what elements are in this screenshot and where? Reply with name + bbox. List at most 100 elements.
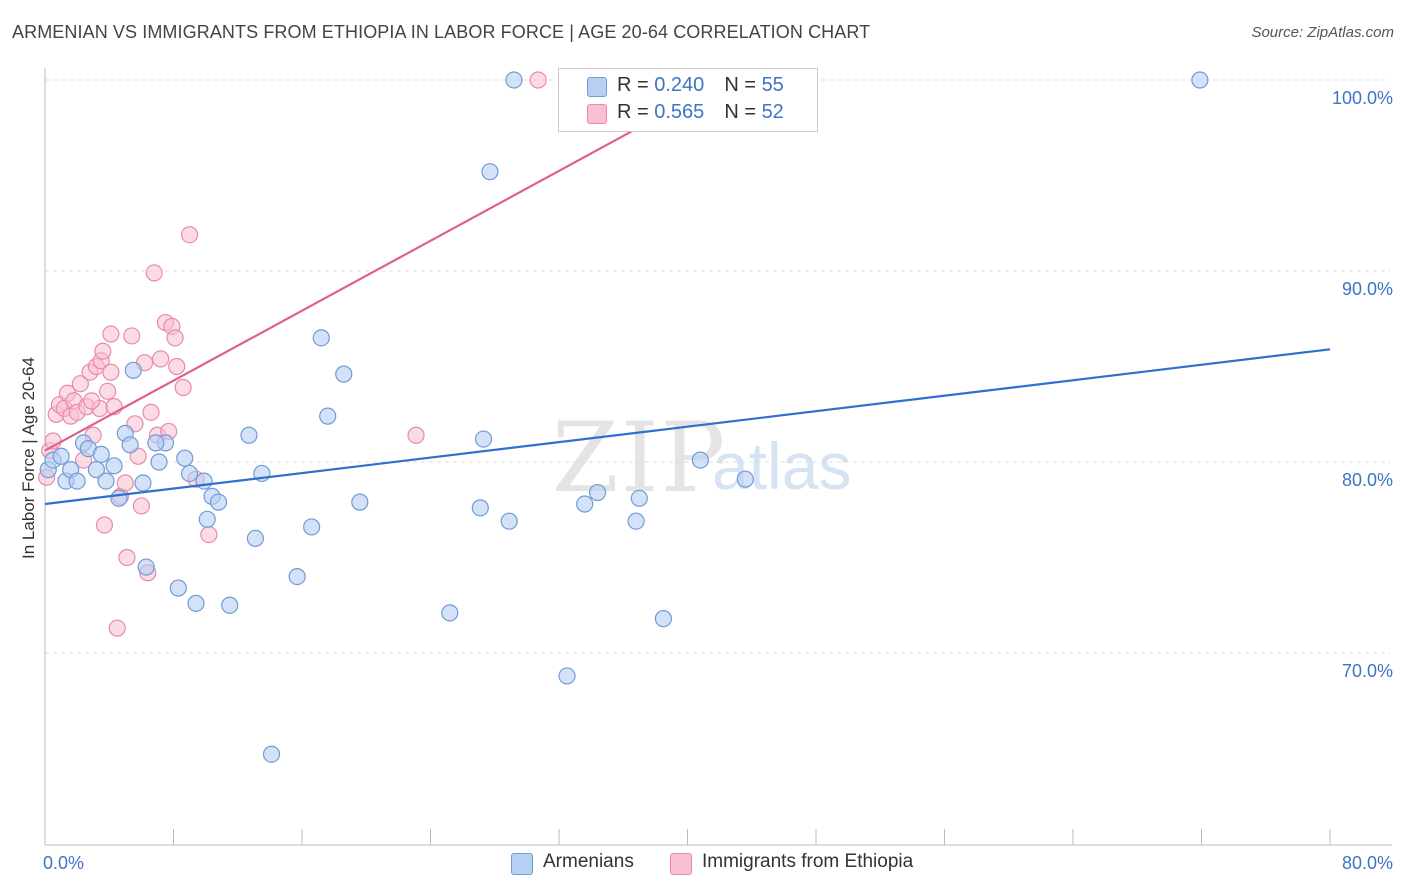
x-tick-label: 0.0% bbox=[43, 853, 84, 873]
ethiopia-point bbox=[118, 548, 136, 567]
legend-n-value: 52 bbox=[761, 101, 784, 123]
watermark-atlas: atlas bbox=[712, 429, 852, 503]
trend-lines bbox=[44, 109, 1331, 506]
armenian-points bbox=[39, 71, 1209, 763]
ethiopia-point bbox=[132, 497, 150, 515]
x-tick-labels: 0.0% 80.0% bbox=[43, 853, 1393, 873]
x-tick-label: 80.0% bbox=[1342, 853, 1393, 873]
ethiopia-point bbox=[145, 264, 163, 282]
armenian-point bbox=[627, 512, 645, 530]
armenian-point bbox=[500, 512, 518, 530]
ethiopia-point bbox=[123, 327, 141, 345]
ethiopia-points bbox=[38, 71, 676, 637]
armenian-point bbox=[121, 436, 139, 454]
armenian-point bbox=[134, 474, 152, 492]
ethiopia-point bbox=[95, 516, 114, 534]
armenians-swatch bbox=[511, 853, 533, 875]
chart-title: ARMENIAN VS IMMIGRANTS FROM ETHIOPIA IN … bbox=[12, 22, 871, 42]
armenian-point bbox=[68, 472, 86, 490]
armenian-point bbox=[209, 493, 228, 511]
armenian-point bbox=[97, 472, 115, 490]
ethiopia-point bbox=[180, 226, 199, 244]
ethiopia-point bbox=[102, 325, 120, 343]
ethiopia-point bbox=[168, 357, 186, 376]
ethiopia-point bbox=[82, 392, 101, 410]
ethiopia-label: Immigrants from Ethiopia bbox=[702, 851, 914, 872]
y-tick-label: 80.0% bbox=[1342, 470, 1393, 490]
armenian-point bbox=[195, 472, 213, 490]
armenian-point bbox=[150, 453, 168, 471]
armenian-point bbox=[187, 594, 205, 612]
y-tick-label: 90.0% bbox=[1342, 279, 1393, 299]
ethiopia-point bbox=[108, 619, 126, 637]
y-axis-label: In Labor Force | Age 20-64 bbox=[19, 357, 38, 559]
armenian-point bbox=[1191, 71, 1209, 89]
ethiopia-point bbox=[142, 403, 160, 421]
armenian-point bbox=[691, 451, 709, 469]
ethiopia-point bbox=[71, 375, 89, 393]
armenian-point bbox=[736, 470, 754, 488]
armenian-point bbox=[92, 445, 110, 463]
armenian-point bbox=[288, 567, 306, 586]
armenian-point bbox=[180, 464, 199, 483]
axes bbox=[44, 68, 1392, 846]
ethiopia-point bbox=[529, 71, 547, 89]
ethiopia-trend-line bbox=[44, 109, 671, 452]
ethiopia-swatch bbox=[587, 104, 607, 124]
armenian-point bbox=[105, 457, 123, 475]
armenian-point bbox=[262, 745, 281, 763]
armenian-point bbox=[588, 483, 607, 502]
correlation-legend: R = 0.240 N = 55 R = 0.565 N = 52 bbox=[558, 68, 818, 132]
armenians-swatch bbox=[587, 77, 607, 97]
armenian-point bbox=[137, 558, 155, 576]
ethiopia-point bbox=[200, 525, 218, 544]
ethiopia-point bbox=[166, 329, 184, 347]
y-tick-label: 70.0% bbox=[1342, 661, 1393, 681]
armenian-point bbox=[87, 461, 106, 479]
ethiopia-point bbox=[94, 342, 112, 360]
armenian-point bbox=[147, 434, 165, 452]
armenian-point bbox=[110, 489, 128, 507]
armenian-point bbox=[240, 426, 258, 444]
armenian-point bbox=[246, 529, 265, 548]
ethiopia-point bbox=[99, 382, 117, 400]
y-tick-labels: 70.0% 80.0% 90.0% 100.0% bbox=[1332, 88, 1393, 681]
armenian-point bbox=[558, 667, 576, 685]
legend-n-label: N = bbox=[724, 74, 762, 96]
ethiopia-point bbox=[174, 378, 192, 397]
armenian-point bbox=[481, 163, 499, 181]
armenian-point bbox=[335, 365, 353, 383]
legend-r-label: R = bbox=[617, 74, 655, 96]
armenians-label: Armenians bbox=[543, 851, 634, 872]
armenian-point bbox=[471, 499, 489, 517]
armenian-point bbox=[124, 361, 142, 379]
armenian-point bbox=[441, 604, 459, 622]
y-tick-label: 100.0% bbox=[1332, 88, 1393, 108]
ethiopia-point bbox=[102, 363, 120, 381]
armenian-point bbox=[221, 596, 239, 614]
armenians-trend-line bbox=[44, 348, 1331, 506]
armenian-point bbox=[505, 71, 523, 89]
ethiopia-point bbox=[152, 350, 170, 368]
armenian-point bbox=[319, 407, 337, 425]
legend-r-label: R = bbox=[617, 101, 655, 123]
ethiopia-swatch bbox=[670, 853, 692, 875]
ethiopia-point bbox=[407, 426, 425, 444]
armenian-point bbox=[630, 489, 648, 507]
armenian-point bbox=[169, 579, 187, 597]
armenian-point bbox=[351, 493, 369, 511]
ethiopia-point bbox=[116, 474, 134, 492]
armenian-point bbox=[176, 449, 194, 467]
armenian-point bbox=[303, 518, 321, 536]
legend-n-value: 55 bbox=[761, 74, 784, 96]
armenian-point bbox=[474, 430, 493, 448]
armenian-point bbox=[576, 495, 594, 513]
legend-n-label: N = bbox=[724, 101, 762, 123]
legend-r-value: 0.240 bbox=[654, 74, 705, 96]
legend-r-value: 0.565 bbox=[654, 101, 705, 123]
source-label: Source: ZipAtlas.com bbox=[1251, 24, 1394, 41]
armenian-point bbox=[312, 329, 330, 347]
armenian-point bbox=[52, 447, 70, 465]
armenian-point bbox=[654, 610, 673, 628]
